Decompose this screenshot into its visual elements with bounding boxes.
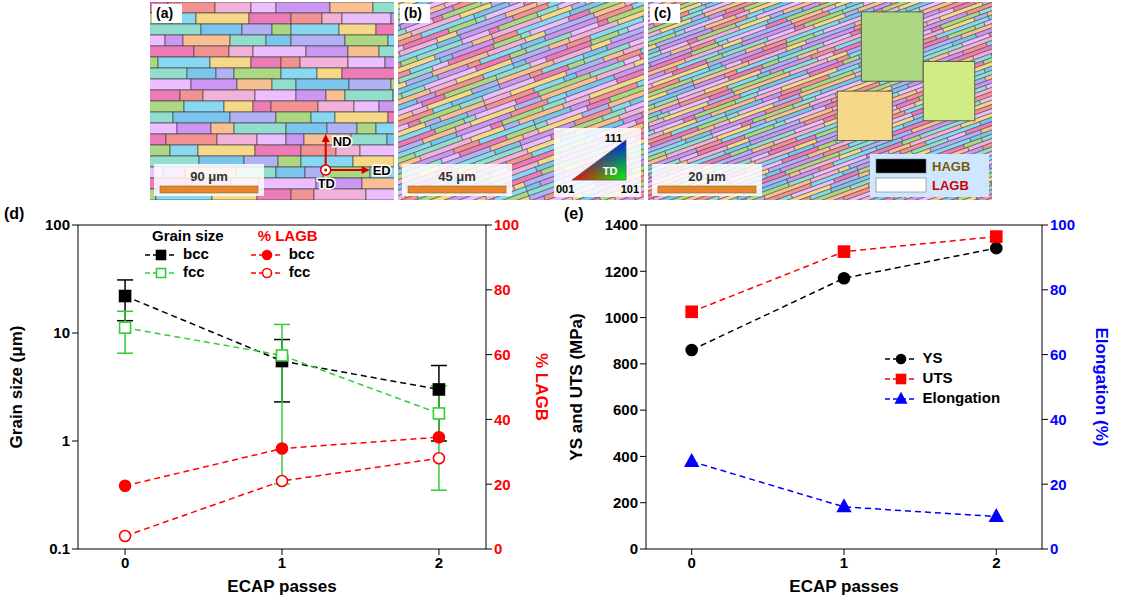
- svg-text:80: 80: [494, 281, 511, 298]
- svg-text:1400: 1400: [605, 216, 638, 233]
- svg-text:TD: TD: [318, 176, 335, 191]
- svg-text:ECAP passes: ECAP passes: [789, 577, 898, 596]
- svg-text:800: 800: [613, 355, 638, 372]
- svg-text:90 μm: 90 μm: [190, 169, 228, 184]
- svg-text:ECAP passes: ECAP passes: [227, 577, 336, 596]
- html-text:(d): (d): [4, 205, 25, 222]
- svg-text:LAGB: LAGB: [932, 178, 969, 193]
- svg-text:0: 0: [688, 554, 696, 571]
- svg-text:80: 80: [1050, 281, 1067, 298]
- svg-text:100: 100: [45, 216, 70, 233]
- html-text:bcc: bcc: [288, 245, 315, 262]
- svg-text:60: 60: [494, 346, 511, 363]
- svg-text:45 μm: 45 μm: [438, 169, 476, 184]
- svg-text:(b): (b): [404, 5, 422, 21]
- svg-text:20: 20: [494, 476, 511, 493]
- svg-text:(c): (c): [654, 5, 671, 21]
- html-text:% LAGB: % LAGB: [257, 227, 318, 244]
- html-text:(e): (e): [564, 205, 584, 222]
- svg-text:0: 0: [494, 540, 502, 557]
- svg-text:100: 100: [494, 216, 519, 233]
- svg-text:10: 10: [53, 324, 70, 341]
- svg-text:YS and UTS (MPa): YS and UTS (MPa): [567, 313, 586, 460]
- html-text:fcc: fcc: [288, 263, 311, 280]
- svg-text:40: 40: [494, 411, 511, 428]
- html-text:Elongation: Elongation: [922, 389, 1001, 407]
- svg-text:Grain size (μm): Grain size (μm): [7, 326, 26, 449]
- svg-text:20: 20: [1050, 476, 1067, 493]
- html-text:UTS: UTS: [922, 369, 953, 387]
- svg-text:200: 200: [613, 494, 638, 511]
- svg-text:0: 0: [630, 540, 638, 557]
- svg-text:60: 60: [1050, 346, 1067, 363]
- svg-text:111: 111: [605, 132, 622, 144]
- svg-text:001: 001: [556, 183, 574, 195]
- svg-text:(a): (a): [156, 5, 173, 21]
- svg-text:1: 1: [62, 432, 70, 449]
- svg-text:1200: 1200: [605, 263, 638, 280]
- svg-text:1000: 1000: [605, 309, 638, 326]
- svg-text:1: 1: [278, 554, 286, 571]
- svg-text:HAGB: HAGB: [932, 159, 970, 174]
- svg-text:0.1: 0.1: [49, 540, 70, 557]
- svg-text:TD: TD: [603, 165, 618, 177]
- svg-text:2: 2: [992, 554, 1000, 571]
- svg-text:% LAGB: % LAGB: [532, 353, 551, 421]
- svg-text:Elongation (%): Elongation (%): [1092, 328, 1111, 447]
- html-text:YS: YS: [922, 349, 943, 367]
- svg-text:40: 40: [1050, 411, 1067, 428]
- svg-text:101: 101: [621, 183, 639, 195]
- svg-text:100: 100: [1050, 216, 1075, 233]
- svg-text:ED: ED: [373, 163, 391, 178]
- html-text:bcc: bcc: [183, 245, 209, 262]
- html-text:Grain size: Grain size: [152, 227, 224, 244]
- svg-text:600: 600: [613, 401, 638, 418]
- svg-text:20 μm: 20 μm: [688, 169, 726, 184]
- svg-text:400: 400: [613, 448, 638, 465]
- html-text:fcc: fcc: [183, 263, 205, 280]
- svg-text:ND: ND: [333, 134, 352, 149]
- svg-text:1: 1: [840, 554, 848, 571]
- svg-text:0: 0: [1050, 540, 1058, 557]
- svg-text:2: 2: [435, 554, 443, 571]
- svg-text:0: 0: [121, 554, 129, 571]
